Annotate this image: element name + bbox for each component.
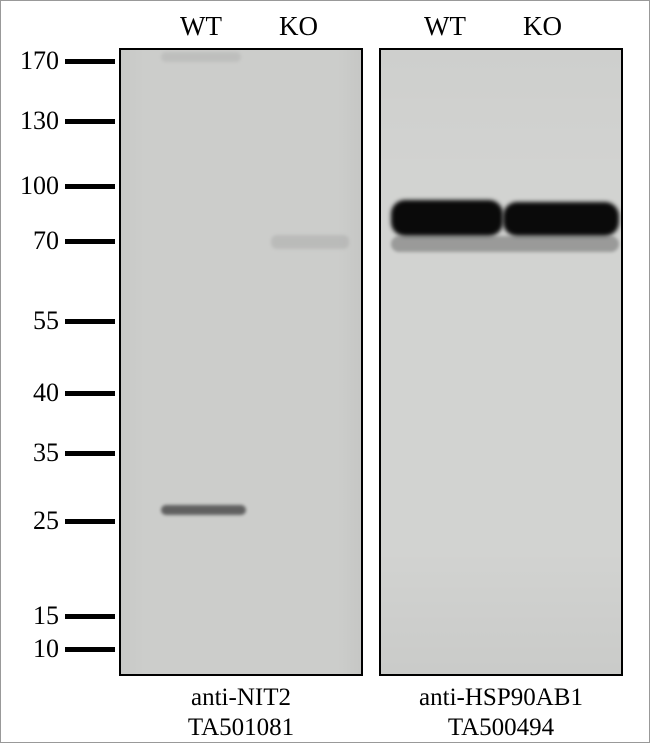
ladder-label-70: 70 bbox=[33, 226, 59, 256]
ladder-label-55: 55 bbox=[33, 306, 59, 336]
lane-label-1: KO bbox=[279, 11, 318, 42]
ladder-label-130: 130 bbox=[20, 106, 59, 136]
ladder-tick-15 bbox=[65, 614, 115, 619]
ladder-tick-10 bbox=[65, 647, 115, 652]
antibody-label-0-line1: anti-NIT2 bbox=[131, 683, 351, 713]
ladder-label-170: 170 bbox=[20, 46, 59, 76]
ladder-label-40: 40 bbox=[33, 378, 59, 408]
figure-container: 170 130 100 70 55 40 35 25 1510 WT KO WT KO anti-NI… bbox=[0, 0, 650, 743]
right-band-1 bbox=[503, 202, 619, 236]
antibody-label-0: anti-NIT2TA501081 bbox=[131, 683, 351, 743]
ladder-tick-35 bbox=[65, 451, 115, 456]
lane-label-0: WT bbox=[180, 11, 222, 42]
right-band-2 bbox=[391, 236, 619, 252]
blot-panel-right bbox=[379, 48, 623, 676]
blot-left-inner bbox=[121, 50, 361, 674]
right-gradient bbox=[381, 50, 621, 674]
ladder-tick-40 bbox=[65, 391, 115, 396]
ladder-tick-25 bbox=[65, 519, 115, 524]
blot-right-inner bbox=[381, 50, 621, 674]
left-gradient bbox=[121, 50, 361, 674]
left-band-1 bbox=[271, 235, 349, 249]
ladder-tick-170 bbox=[65, 59, 115, 64]
lane-label-2: WT bbox=[424, 11, 466, 42]
ladder-tick-130 bbox=[65, 119, 115, 124]
antibody-label-1-line1: anti-HSP90AB1 bbox=[391, 683, 611, 713]
right-band-0 bbox=[391, 200, 503, 236]
antibody-label-0-line2: TA501081 bbox=[131, 713, 351, 743]
ladder-label-35: 35 bbox=[33, 438, 59, 468]
antibody-label-1-line2: TA500494 bbox=[391, 713, 611, 743]
antibody-label-1: anti-HSP90AB1TA500494 bbox=[391, 683, 611, 743]
ladder-tick-100 bbox=[65, 184, 115, 189]
ladder-label-100: 100 bbox=[20, 171, 59, 201]
blot-panel-left bbox=[119, 48, 363, 676]
ladder-label-25: 25 bbox=[33, 506, 59, 536]
left-band-2 bbox=[161, 52, 241, 62]
lane-label-3: KO bbox=[523, 11, 562, 42]
ladder-label-10: 10 bbox=[33, 634, 59, 664]
ladder-tick-55 bbox=[65, 319, 115, 324]
left-band-0 bbox=[161, 505, 246, 515]
ladder-tick-70 bbox=[65, 239, 115, 244]
ladder-label-15: 15 bbox=[33, 601, 59, 631]
